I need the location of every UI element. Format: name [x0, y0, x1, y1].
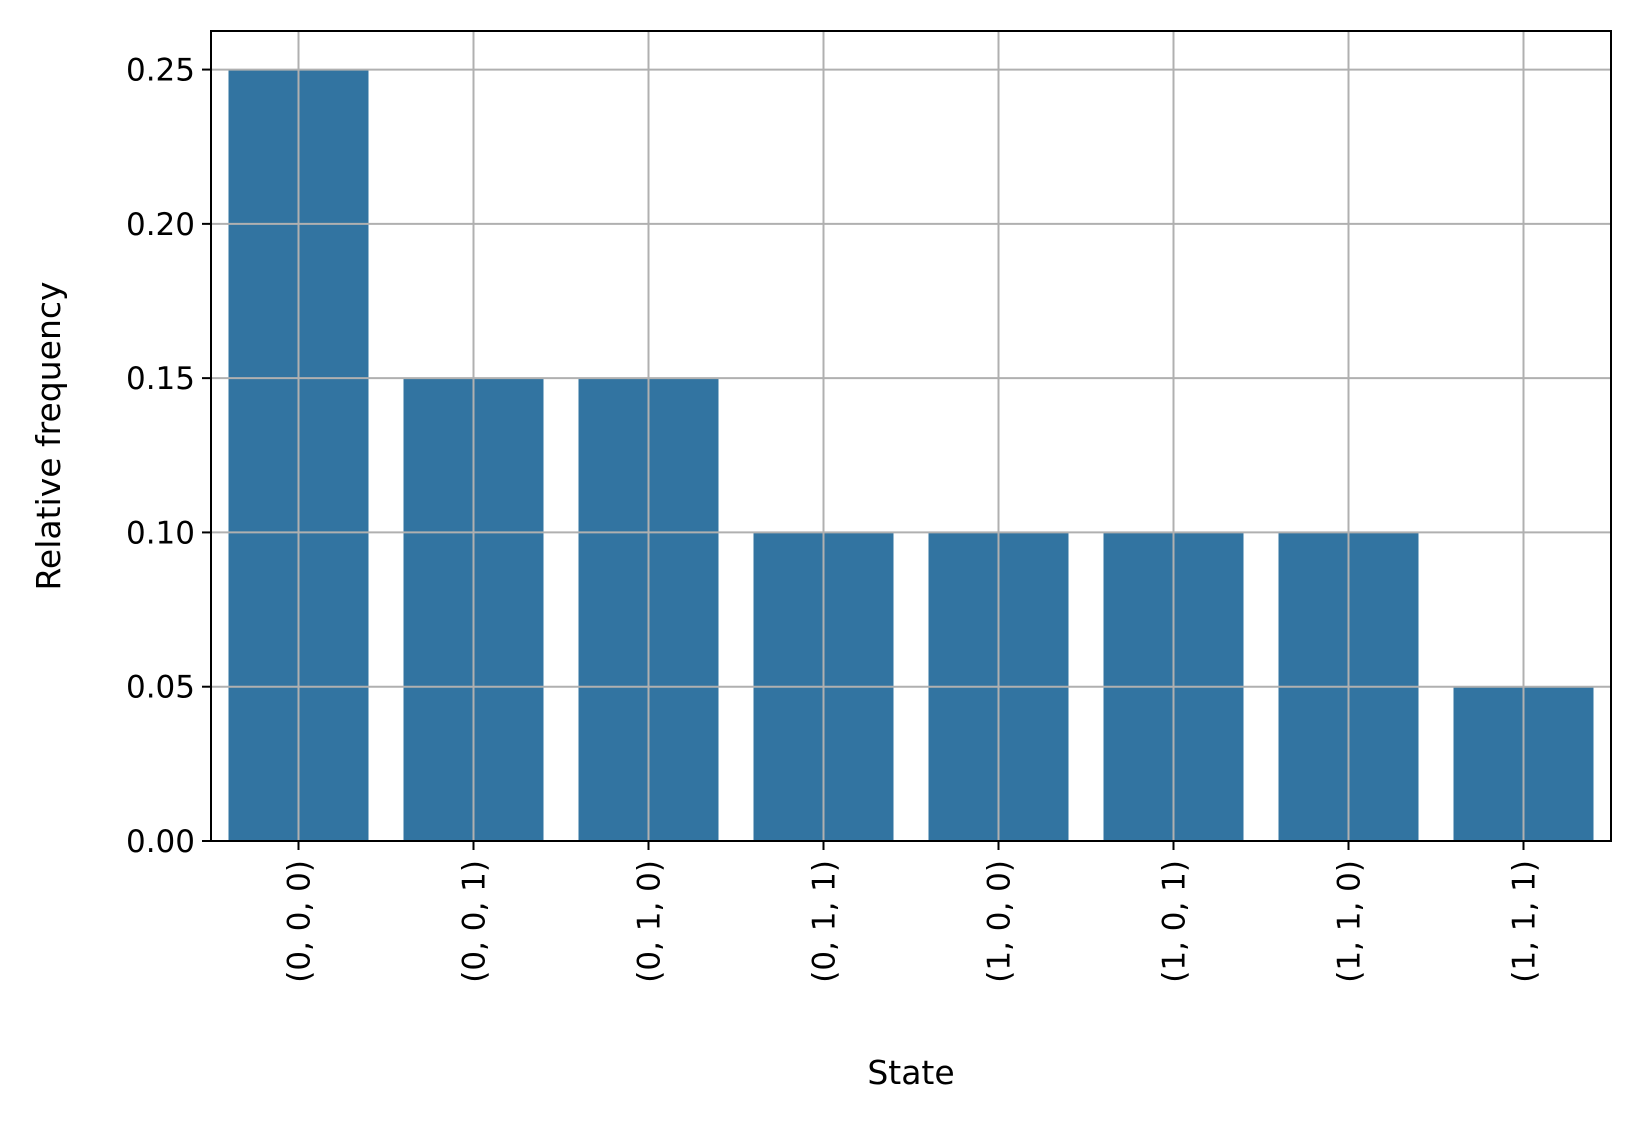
x-tick-label: (1, 1, 0) — [1332, 860, 1368, 983]
y-tick-label: 0.05 — [126, 670, 195, 706]
y-tick-label: 0.25 — [126, 53, 195, 89]
x-tick-label: (1, 0, 1) — [1157, 860, 1193, 983]
x-tick-label: (0, 0, 0) — [282, 860, 318, 983]
x-tick-label: (1, 1, 1) — [1507, 860, 1543, 983]
x-axis-label: State — [867, 1053, 954, 1092]
y-tick-label: 0.15 — [126, 361, 195, 397]
y-tick-label: 0.10 — [126, 515, 195, 551]
x-tick-label: (1, 0, 0) — [982, 860, 1018, 983]
x-tick-label: (0, 0, 1) — [457, 860, 493, 983]
x-tick-label: (0, 1, 1) — [807, 860, 843, 983]
x-axis: (0, 0, 0) (0, 0, 1) (0, 1, 0) (0, 1, 1) (1, … — [282, 841, 1543, 983]
y-axis: 0.00 0.05 0.10 0.15 0.20 0.25 — [126, 53, 211, 860]
bars-layer — [228, 69, 1594, 841]
x-tick-label: (0, 1, 0) — [632, 860, 668, 983]
y-tick-label: 0.20 — [126, 207, 195, 243]
plot-frame — [210, 30, 1612, 842]
y-axis-label: Relative frequency — [29, 281, 68, 590]
y-tick-label: 0.00 — [126, 824, 195, 860]
